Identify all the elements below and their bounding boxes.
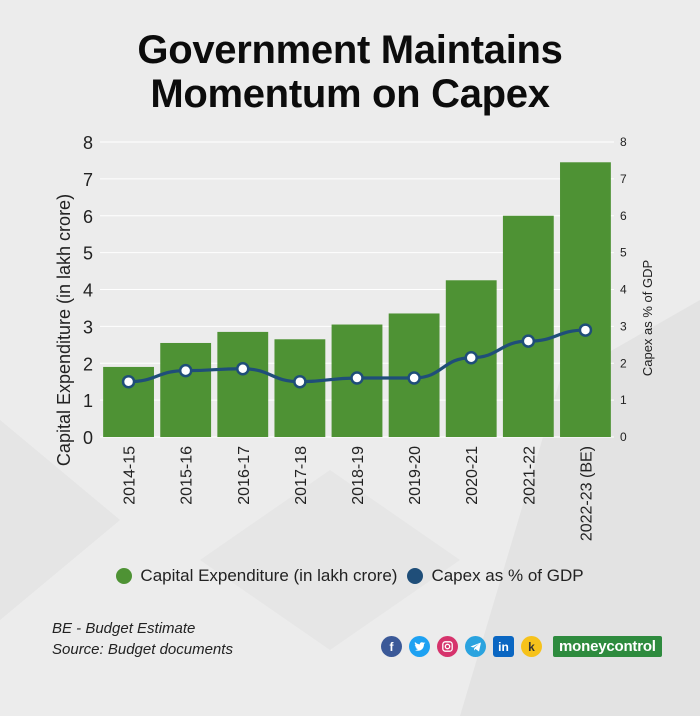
title-line-2: Momentum on Capex [150, 72, 550, 116]
x-tick-label: 2020-21 [464, 446, 481, 505]
point-capex-gdp [578, 323, 593, 337]
title-line-1: Government Maintains [137, 28, 563, 72]
twitter-icon[interactable] [409, 636, 430, 657]
moneycontrol-logo[interactable]: moneycontrol [553, 636, 662, 657]
x-tick-label: 2021-22 [521, 446, 538, 505]
bar-capex [560, 162, 611, 437]
note-budget-estimate: BE - Budget Estimate [52, 620, 196, 637]
note-source: Source: Budget documents [52, 641, 233, 658]
x-tick-label: 2015-16 [179, 446, 196, 505]
y-tick-left: 6 [83, 207, 93, 227]
point-capex-gdp [293, 374, 307, 389]
y-tick-left: 4 [83, 281, 93, 301]
facebook-icon[interactable]: f [381, 636, 402, 657]
point-capex-gdp [121, 374, 136, 389]
point-capex-gdp [350, 371, 364, 385]
bar-capex [160, 342, 212, 437]
linkedin-icon[interactable]: in [493, 636, 514, 657]
point-capex-gdp [464, 350, 478, 365]
y-tick-left: 1 [83, 391, 93, 411]
x-tick-label: 2016-17 [236, 446, 253, 505]
x-tick-label: 2018-19 [350, 446, 367, 505]
y-tick-right: 3 [620, 319, 627, 333]
y-tick-left: 0 [83, 428, 93, 448]
telegram-icon[interactable] [465, 636, 486, 657]
legend: Capital Expenditure (in lakh crore) Cape… [0, 566, 700, 586]
legend-label-gdp: Capex as % of GDP [431, 566, 584, 585]
legend-swatch-capex [116, 568, 133, 584]
y-tick-left: 3 [83, 317, 93, 337]
y-axis-right-label: Capex as % of GDP [640, 260, 655, 376]
koo-icon[interactable]: k [521, 636, 542, 657]
point-capex-gdp [236, 362, 250, 376]
y-tick-right: 5 [620, 246, 627, 260]
point-capex-gdp [407, 371, 421, 385]
y-tick-right: 8 [620, 135, 627, 149]
y-tick-right: 4 [620, 283, 627, 297]
y-axis-left-label: Capital Expenditure (in lakh crore) [54, 194, 74, 466]
point-capex-gdp [521, 334, 536, 348]
legend-swatch-gdp [407, 568, 424, 584]
footnotes: BE - Budget Estimate Source: Budget docu… [52, 618, 233, 660]
y-tick-left: 5 [83, 244, 93, 264]
x-tick-label: 2014-15 [122, 446, 139, 505]
bar-capex [502, 215, 554, 437]
social-bar: f in k moneycontrol [381, 636, 662, 657]
x-tick-label: 2017-18 [293, 446, 310, 505]
y-tick-left: 7 [83, 170, 93, 190]
point-capex-gdp [178, 363, 193, 378]
legend-item-gdp: Capex as % of GDP [407, 566, 584, 586]
bar-capex [217, 331, 269, 437]
chart-title: Government Maintains Momentum on Capex [0, 28, 700, 116]
instagram-icon[interactable] [437, 636, 458, 657]
x-tick-label: 2019-20 [407, 446, 424, 505]
legend-item-capex: Capital Expenditure (in lakh crore) [116, 566, 397, 586]
legend-label-capex: Capital Expenditure (in lakh crore) [140, 566, 398, 585]
combo-chart: 0 1 2 3 4 5 6 7 8 0 1 2 3 4 5 6 7 8 2014-15 2015-16 2016-17 2… [54, 133, 655, 541]
y-tick-right: 0 [620, 430, 627, 444]
y-tick-right: 2 [620, 356, 627, 370]
y-tick-right: 7 [620, 172, 627, 186]
y-tick-left: 8 [83, 133, 93, 153]
y-tick-left: 2 [83, 354, 93, 374]
y-tick-right: 6 [620, 209, 627, 223]
y-tick-right: 1 [620, 393, 627, 407]
x-tick-label: 2022-23 (BE) [578, 446, 595, 541]
